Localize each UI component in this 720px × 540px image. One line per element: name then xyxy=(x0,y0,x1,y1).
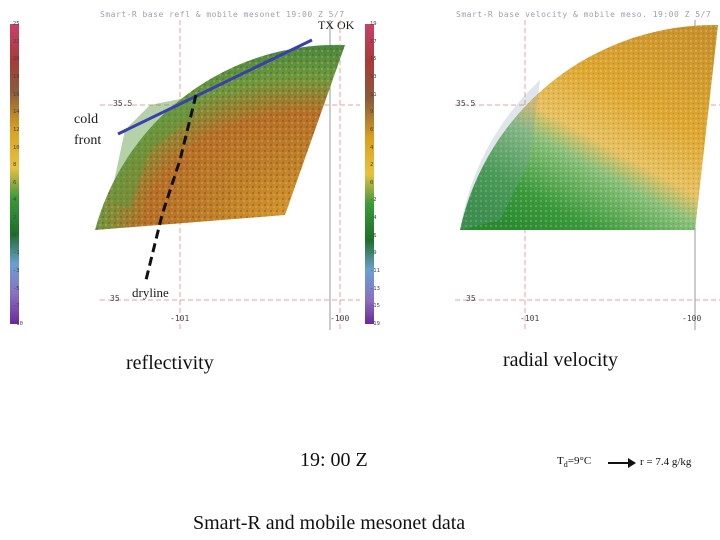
colorbar-label: 4 xyxy=(370,144,374,151)
time-caption: 19: 00 Z xyxy=(300,449,368,471)
colorbar-label: -6 xyxy=(370,232,377,239)
lon-label-101: -101 xyxy=(520,314,540,323)
colorbar-label: 6 xyxy=(370,126,374,133)
colorbar-label: -9 xyxy=(370,250,377,257)
dryline-line xyxy=(144,94,198,281)
colorbar-label: -7 xyxy=(13,303,20,310)
colorbar-label: 20 xyxy=(13,56,20,63)
colorbar-label: 15 xyxy=(370,56,377,63)
lon-label-100: -100 xyxy=(682,314,702,323)
colorbar-label: 2 xyxy=(370,162,374,169)
lat-label: 35.5 xyxy=(456,99,476,108)
radial-velocity-caption: radial velocity xyxy=(503,349,618,371)
colorbar-label: 11 xyxy=(370,91,377,98)
colorbar-label: 18 xyxy=(13,73,20,80)
arrow-right-icon xyxy=(608,458,636,468)
colorbar-label: 0 xyxy=(370,179,374,186)
colorbar-label: 13 xyxy=(370,73,377,80)
colorbar-label: 6 xyxy=(13,179,17,186)
cold-front-label: cold front xyxy=(74,112,102,148)
colorbar-label: 4 xyxy=(13,197,17,204)
colorbar-label: -15 xyxy=(370,303,380,310)
velocity-map xyxy=(365,20,720,330)
colorbar-label: -1 xyxy=(13,250,20,257)
reflectivity-caption: reflectivity xyxy=(126,352,214,374)
colorbar-label: 25 xyxy=(13,21,20,27)
state-labels: TX OK xyxy=(318,18,355,32)
reflectivity-header: Smart-R base refl & mobile mesonet 19:00… xyxy=(100,10,345,19)
lat-label: 35.5 xyxy=(113,99,133,108)
colorbar-label: -13 xyxy=(370,285,380,292)
source-caption: Smart-R and mobile mesonet data xyxy=(193,512,466,534)
lon-label-101: -101 xyxy=(170,314,190,323)
colorbar-label: 8 xyxy=(13,162,17,169)
colorbar-label: 19 xyxy=(370,21,377,27)
colorbar-label: -5 xyxy=(13,285,20,292)
dryline-label: dryline xyxy=(132,285,169,300)
lat-label-bottom: 35 xyxy=(110,294,120,303)
lat-label-bottom: 35 xyxy=(466,294,476,303)
velocity-panel: Smart-R base velocity & mobile meso. 19:… xyxy=(360,0,720,330)
colorbar-label: -19 xyxy=(370,321,380,327)
td-value: =9°C xyxy=(567,455,592,467)
colorbar-label: -4 xyxy=(370,215,377,222)
td-subscript: d xyxy=(563,460,568,470)
cold-front-line xyxy=(117,38,313,136)
td-prefix: T xyxy=(557,455,564,467)
mixing-ratio: r = 7.4 g/kg xyxy=(640,456,692,468)
colorbar-label: 17 xyxy=(370,38,377,45)
velocity-header: Smart-R base velocity & mobile meso. 19:… xyxy=(456,10,712,19)
reflectivity-colorbar xyxy=(10,24,19,324)
lon-label-100: -100 xyxy=(330,314,350,323)
td-legend: Td=9°C xyxy=(557,455,591,469)
reflectivity-map xyxy=(10,20,360,330)
colorbar-label: -3 xyxy=(13,268,20,275)
colorbar-label: 9 xyxy=(370,109,374,116)
colorbar-label: 2 xyxy=(13,215,17,222)
colorbar-label: -11 xyxy=(370,268,380,275)
colorbar-label: 16 xyxy=(13,91,20,98)
colorbar-label: 12 xyxy=(13,126,20,133)
velocity-colorbar xyxy=(365,24,374,324)
colorbar-label: -2 xyxy=(370,197,377,204)
colorbar-label: 10 xyxy=(13,144,20,151)
colorbar-label: 14 xyxy=(13,109,20,116)
colorbar-label: -10 xyxy=(13,321,23,327)
colorbar-label: 22 xyxy=(13,38,20,45)
colorbar-label: 0 xyxy=(13,232,17,239)
reflectivity-panel: Smart-R base refl & mobile mesonet 19:00… xyxy=(0,0,360,330)
